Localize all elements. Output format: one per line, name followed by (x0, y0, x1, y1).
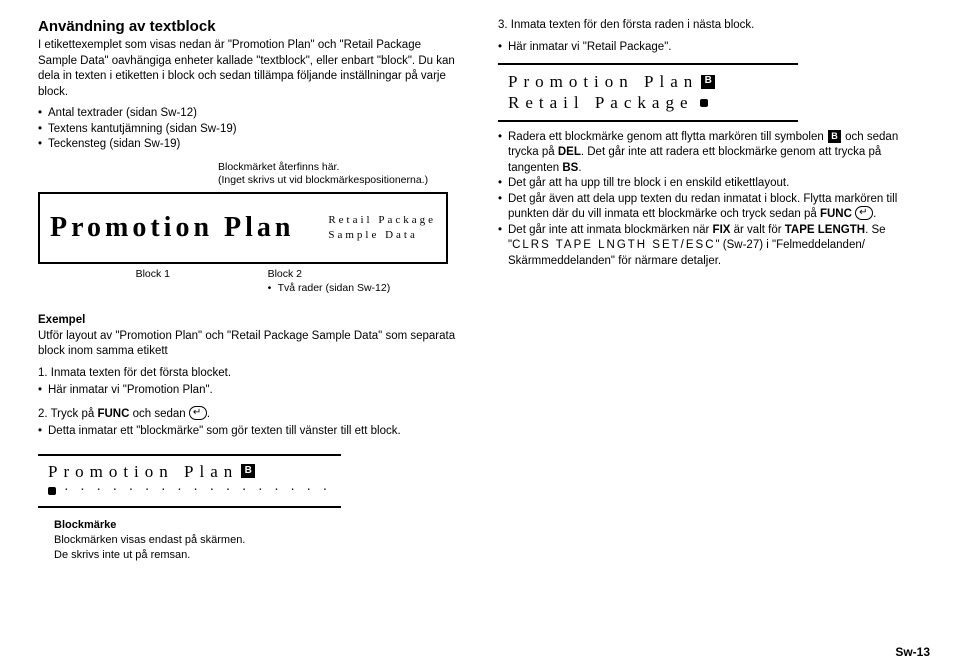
intro-paragraph: I etikettexemplet som visas nedan är "Pr… (38, 38, 462, 100)
block-labels: Block 1 Block 2 Två rader (sidan Sw-12) (38, 268, 448, 303)
enter-key-icon (855, 206, 873, 220)
step-3: 3. Inmata texten för den första raden i … (498, 18, 922, 34)
cursor-icon (48, 487, 56, 495)
blockmark-note: Blockmärke Blockmärken visas endast på s… (54, 518, 245, 563)
cursor-icon (700, 99, 708, 107)
settings-list: Antal textrader (sidan Sw-12) Textens ka… (38, 106, 462, 153)
example-text: Utför layout av "Promotion Plan" och "Re… (38, 330, 455, 358)
step-2-detail: Detta inmatar ett "blockmärke" som gör t… (38, 424, 462, 440)
list-item: Radera ett blockmärke genom att flytta m… (498, 130, 922, 177)
step-1-detail: Här inmatar vi "Promotion Plan". (38, 383, 462, 399)
step-3-detail: Här inmatar vi "Retail Package". (498, 40, 922, 56)
block1-label: Block 1 (38, 268, 268, 303)
label-example-box: Promotion Plan Retail Package Sample Dat… (38, 192, 448, 264)
block2-sub: Två rader (sidan Sw-12) (268, 281, 448, 295)
enter-key-icon (189, 406, 207, 420)
list-item: Det går inte att inmata blockmärken när … (498, 223, 922, 270)
annotation: Blockmärket återfinns här. (Inget skrivs… (218, 161, 462, 188)
lcd-display-1: Promotion PlanB · · · · · · · · · · · · … (38, 454, 341, 509)
list-item: Textens kantutjämning (sidan Sw-19) (38, 122, 462, 138)
step-2: 2. Tryck på FUNC och sedan . (38, 407, 462, 423)
page-number: Sw-13 (895, 645, 930, 659)
label-block2-text: Retail Package Sample Data (328, 213, 446, 243)
lcd-display-2: Promotion PlanB Retail Package (498, 63, 798, 122)
block-mark-icon: B (701, 75, 715, 89)
list-item: Teckensteg (sidan Sw-19) (38, 137, 462, 153)
step-1: 1. Inmata texten för det första blocket. (38, 366, 462, 382)
example-heading: Exempel (38, 314, 85, 326)
section-heading: Användning av textblock (38, 18, 462, 35)
block-mark-icon: B (241, 464, 255, 478)
block2-label: Block 2 (268, 268, 448, 280)
label-block1-text: Promotion Plan (40, 212, 328, 244)
list-item: Det går även att dela upp texten du reda… (498, 192, 922, 223)
notes-list: Radera ett blockmärke genom att flytta m… (498, 130, 922, 270)
block-mark-icon: B (828, 130, 841, 143)
list-item: Det går att ha upp till tre block i en e… (498, 176, 922, 192)
list-item: Antal textrader (sidan Sw-12) (38, 106, 462, 122)
